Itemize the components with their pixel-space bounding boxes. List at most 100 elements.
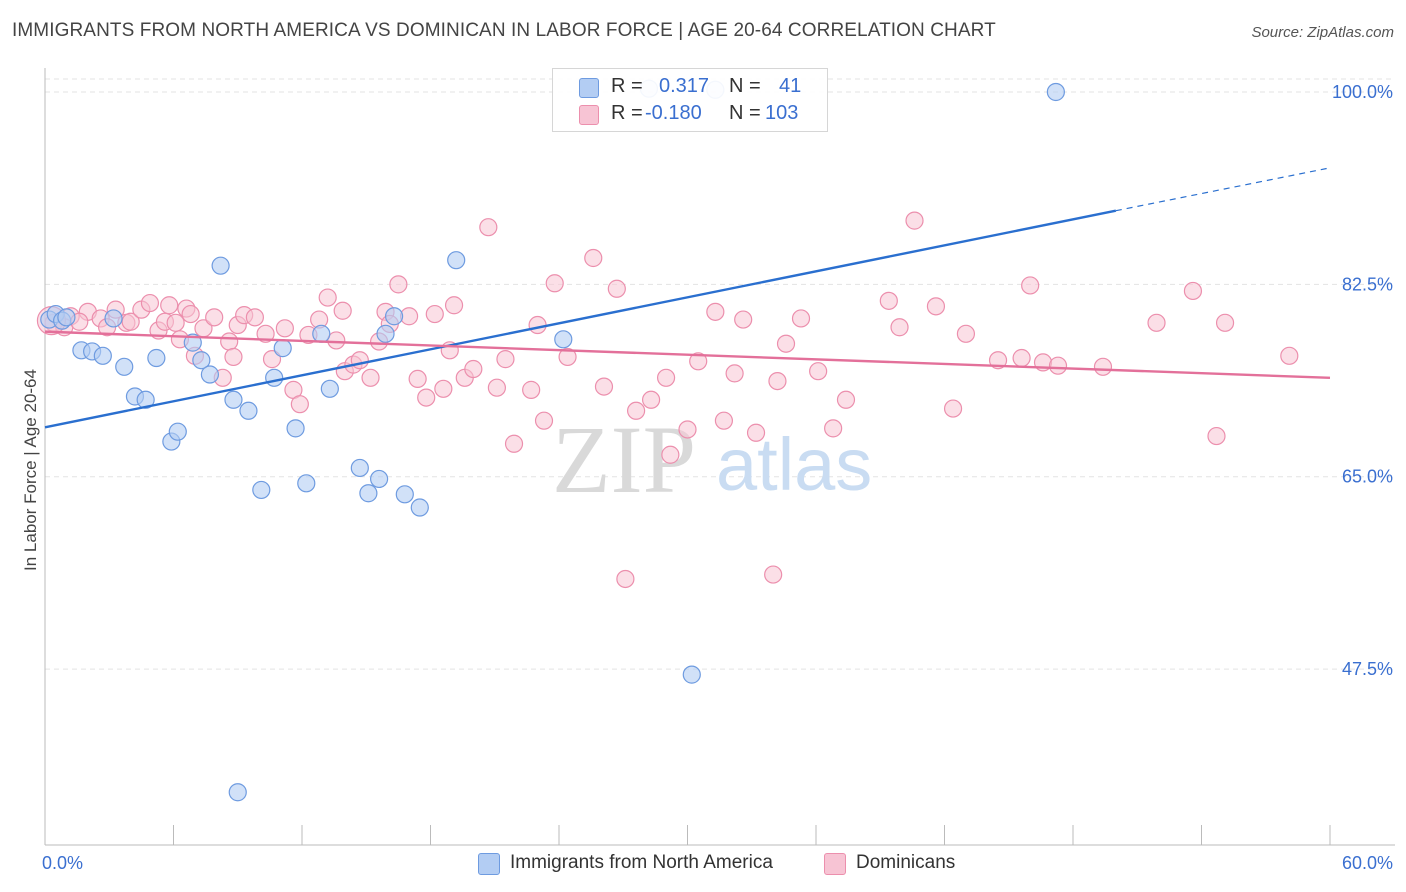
dominicans-point	[809, 362, 828, 381]
dominicans-point	[988, 351, 1008, 370]
north-america-point	[447, 251, 466, 270]
north-america-point	[211, 256, 230, 275]
dominicans-point	[479, 218, 498, 237]
north-america-point	[200, 365, 220, 384]
y-tick-label: 65.0%	[1342, 467, 1393, 487]
bottom-legend-label: Dominicans	[856, 852, 956, 873]
bottom-legend-swatch-blue	[478, 853, 500, 875]
dominicans-point	[926, 297, 946, 316]
dominicans-point	[327, 331, 346, 350]
north-america-point	[554, 330, 573, 349]
north-america-point	[297, 474, 316, 493]
dominicans-point	[1207, 426, 1226, 446]
source-label: Source: ZipAtlas.com	[1251, 24, 1394, 41]
dominicans-point	[1280, 346, 1299, 365]
dominicans-point	[425, 304, 444, 324]
dominicans-point	[181, 304, 200, 324]
dominicans-point	[824, 419, 843, 438]
dominicans-point	[166, 313, 185, 332]
dominicans-point	[220, 332, 239, 351]
dominicans-point	[558, 347, 577, 367]
dominicans-point	[417, 388, 436, 407]
dominicans-point	[290, 395, 309, 414]
dominicans-point	[956, 324, 976, 343]
dominicans-point	[528, 315, 547, 335]
dominicans-trend-line	[44, 330, 1331, 380]
dominicans-point	[626, 401, 646, 420]
legend-n-label: N =	[729, 75, 761, 97]
north-america-point	[1046, 82, 1065, 102]
north-america-point	[168, 422, 187, 441]
north-america-point	[192, 351, 211, 370]
dominicans-point	[496, 350, 515, 369]
dominicans-point	[275, 319, 294, 338]
dominicans-point	[1183, 281, 1203, 301]
north-america-point	[682, 665, 701, 684]
dominicans-point	[734, 310, 753, 329]
north-america-point	[224, 390, 243, 409]
north-america-point	[410, 498, 429, 517]
dominicans-point	[389, 275, 408, 294]
dominicans-point	[746, 423, 766, 442]
y-tick-label: 100.0%	[1332, 82, 1393, 102]
dominicans-point	[504, 434, 524, 453]
bottom-legend-label: Immigrants from North America	[510, 852, 773, 873]
dominicans-point	[656, 368, 676, 387]
north-america-point	[104, 309, 123, 328]
dominicans-point	[408, 369, 427, 389]
legend-n-value: 103	[765, 102, 799, 124]
dominicans-point	[245, 308, 264, 327]
north-america-point	[93, 346, 112, 365]
north-america-point	[273, 339, 292, 358]
dominicans-point	[764, 565, 783, 584]
north-america-point	[147, 348, 166, 368]
x-tick-label: 60.0%	[1342, 853, 1393, 873]
dominicans-point	[1021, 276, 1040, 295]
dominicans-point	[641, 390, 661, 409]
dominicans-point	[318, 288, 337, 307]
axes	[44, 68, 1395, 846]
legend-swatch-pink	[579, 105, 599, 125]
dominicans-point	[943, 399, 963, 418]
north-america-point	[359, 484, 378, 503]
dominicans-point	[205, 308, 224, 327]
dominicans-point	[333, 301, 352, 320]
north-america-point	[370, 469, 389, 489]
dominicans-point	[545, 274, 564, 293]
dominicans-point	[791, 309, 811, 328]
legend-r-label: R =	[611, 75, 643, 97]
watermark-atlas: atlas	[716, 423, 872, 506]
north-america-trend-extension	[1115, 167, 1331, 212]
legend-swatch-blue	[579, 78, 599, 98]
legend-r-value: 0.317	[659, 75, 710, 97]
dominicans-point	[464, 359, 483, 379]
tick-labels: 47.5% 65.0% 82.5% 100.0% 0.0% 60.0%	[42, 82, 1393, 873]
trend-lines	[44, 167, 1331, 429]
dominicans-point	[140, 293, 160, 313]
north-america-point	[384, 307, 404, 326]
dominicans-point	[350, 351, 369, 370]
north-america-point	[57, 308, 76, 327]
north-america-trend-line	[44, 209, 1117, 429]
north-america-point	[395, 485, 414, 504]
dominicans-point	[607, 279, 626, 298]
legend-r-label: R =	[611, 102, 643, 124]
dominicans-point	[584, 248, 603, 268]
dominicans-point	[121, 312, 140, 331]
dominicans-point	[768, 371, 787, 391]
dominicans-point	[776, 334, 796, 353]
dominicans-point	[1215, 313, 1235, 332]
bottom-legend-swatch-pink	[824, 853, 846, 875]
dominicans-points	[36, 211, 1299, 589]
y-axis-label: In Labor Force | Age 20-64	[21, 369, 40, 571]
dominicans-point	[890, 318, 909, 337]
y-tick-label: 47.5%	[1342, 659, 1393, 679]
north-america-point	[312, 324, 331, 343]
dominicans-point	[444, 296, 464, 315]
north-america-point	[350, 458, 369, 478]
dominicans-point	[224, 347, 243, 367]
north-america-point	[286, 419, 305, 438]
dominicans-point	[256, 324, 275, 343]
dominicans-point	[706, 302, 725, 321]
